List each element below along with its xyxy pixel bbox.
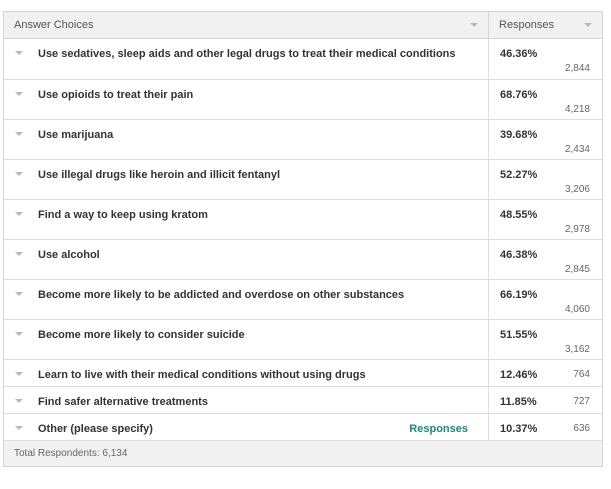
- response-count: 727: [573, 396, 590, 407]
- table-footer: Total Respondents: 6,134: [4, 441, 602, 467]
- response-percent: 12.46%: [500, 369, 538, 381]
- answer-label: Learn to live with their medical conditi…: [38, 369, 366, 381]
- answer-choices-header[interactable]: Answer Choices: [4, 12, 489, 38]
- table-row: Become more likely to be addicted and ov…: [4, 280, 602, 320]
- expand-caret-icon[interactable]: [15, 92, 23, 96]
- table-row: Use sedatives, sleep aids and other lega…: [4, 39, 602, 80]
- answer-label: Use alcohol: [38, 249, 100, 261]
- answer-label: Use opioids to treat their pain: [38, 89, 194, 101]
- response-percent: 66.19%: [500, 289, 538, 301]
- expand-caret-icon[interactable]: [15, 292, 23, 296]
- response-percent: 46.36%: [500, 48, 538, 60]
- total-respondents: Total Respondents: 6,134: [14, 448, 128, 459]
- answer-label: Use sedatives, sleep aids and other lega…: [38, 48, 456, 60]
- answer-label: Find a way to keep using kratom: [38, 209, 208, 221]
- response-count: 2,845: [564, 264, 590, 275]
- response-count: 2,844: [564, 63, 590, 74]
- expand-caret-icon[interactable]: [15, 51, 23, 55]
- response-percent: 52.27%: [500, 169, 538, 181]
- table-row: Use illegal drugs like heroin and illici…: [4, 160, 602, 200]
- response-count: 3,162: [564, 344, 590, 355]
- table-row: Other (please specify) Responses 10.37% …: [4, 414, 602, 441]
- expand-caret-icon[interactable]: [15, 212, 23, 216]
- response-count: 4,218: [564, 104, 590, 115]
- response-percent: 11.85%: [500, 396, 537, 408]
- response-count: 4,060: [564, 304, 590, 315]
- answer-label: Become more likely to be addicted and ov…: [38, 289, 405, 301]
- responses-header[interactable]: Responses: [489, 12, 602, 38]
- response-count: 3,206: [564, 184, 590, 195]
- other-responses-link[interactable]: Responses: [409, 423, 468, 435]
- answer-label: Become more likely to consider suicide: [38, 329, 245, 341]
- response-count: 764: [573, 369, 590, 380]
- table-row: Become more likely to consider suicide 5…: [4, 320, 602, 360]
- answer-label: Use illegal drugs like heroin and illici…: [38, 169, 281, 181]
- response-percent: 68.76%: [500, 89, 538, 101]
- response-percent: 51.55%: [500, 329, 538, 341]
- expand-caret-icon[interactable]: [15, 172, 23, 176]
- sort-caret-icon[interactable]: [584, 23, 592, 27]
- responses-label: Responses: [499, 19, 555, 31]
- table-row: Use marijuana 39.68% 2,434: [4, 120, 602, 160]
- table-row: Use opioids to treat their pain 68.76% 4…: [4, 80, 602, 120]
- response-percent: 48.55%: [500, 209, 538, 221]
- table-header: Answer Choices Responses: [4, 12, 602, 39]
- response-count: 636: [573, 423, 590, 434]
- table-row: Find a way to keep using kratom 48.55% 2…: [4, 200, 602, 240]
- expand-caret-icon[interactable]: [15, 252, 23, 256]
- response-count: 2,434: [564, 144, 590, 155]
- expand-caret-icon[interactable]: [15, 426, 23, 430]
- results-table: Answer Choices Responses Use sedatives, …: [3, 11, 603, 467]
- expand-caret-icon[interactable]: [15, 332, 23, 336]
- answer-choices-label: Answer Choices: [14, 19, 94, 31]
- sort-caret-icon[interactable]: [470, 23, 478, 27]
- answer-label: Use marijuana: [38, 129, 114, 141]
- expand-caret-icon[interactable]: [15, 132, 23, 136]
- table-row: Find safer alternative treatments 11.85%…: [4, 387, 602, 414]
- expand-caret-icon[interactable]: [15, 372, 23, 376]
- expand-caret-icon[interactable]: [15, 399, 23, 403]
- answer-label: Find safer alternative treatments: [38, 396, 208, 408]
- response-count: 2,978: [564, 224, 590, 235]
- response-percent: 39.68%: [500, 129, 538, 141]
- response-percent: 46.38%: [500, 249, 538, 261]
- table-row: Learn to live with their medical conditi…: [4, 360, 602, 387]
- answer-label: Other (please specify): [38, 423, 153, 435]
- response-percent: 10.37%: [500, 423, 538, 435]
- table-row: Use alcohol 46.38% 2,845: [4, 240, 602, 280]
